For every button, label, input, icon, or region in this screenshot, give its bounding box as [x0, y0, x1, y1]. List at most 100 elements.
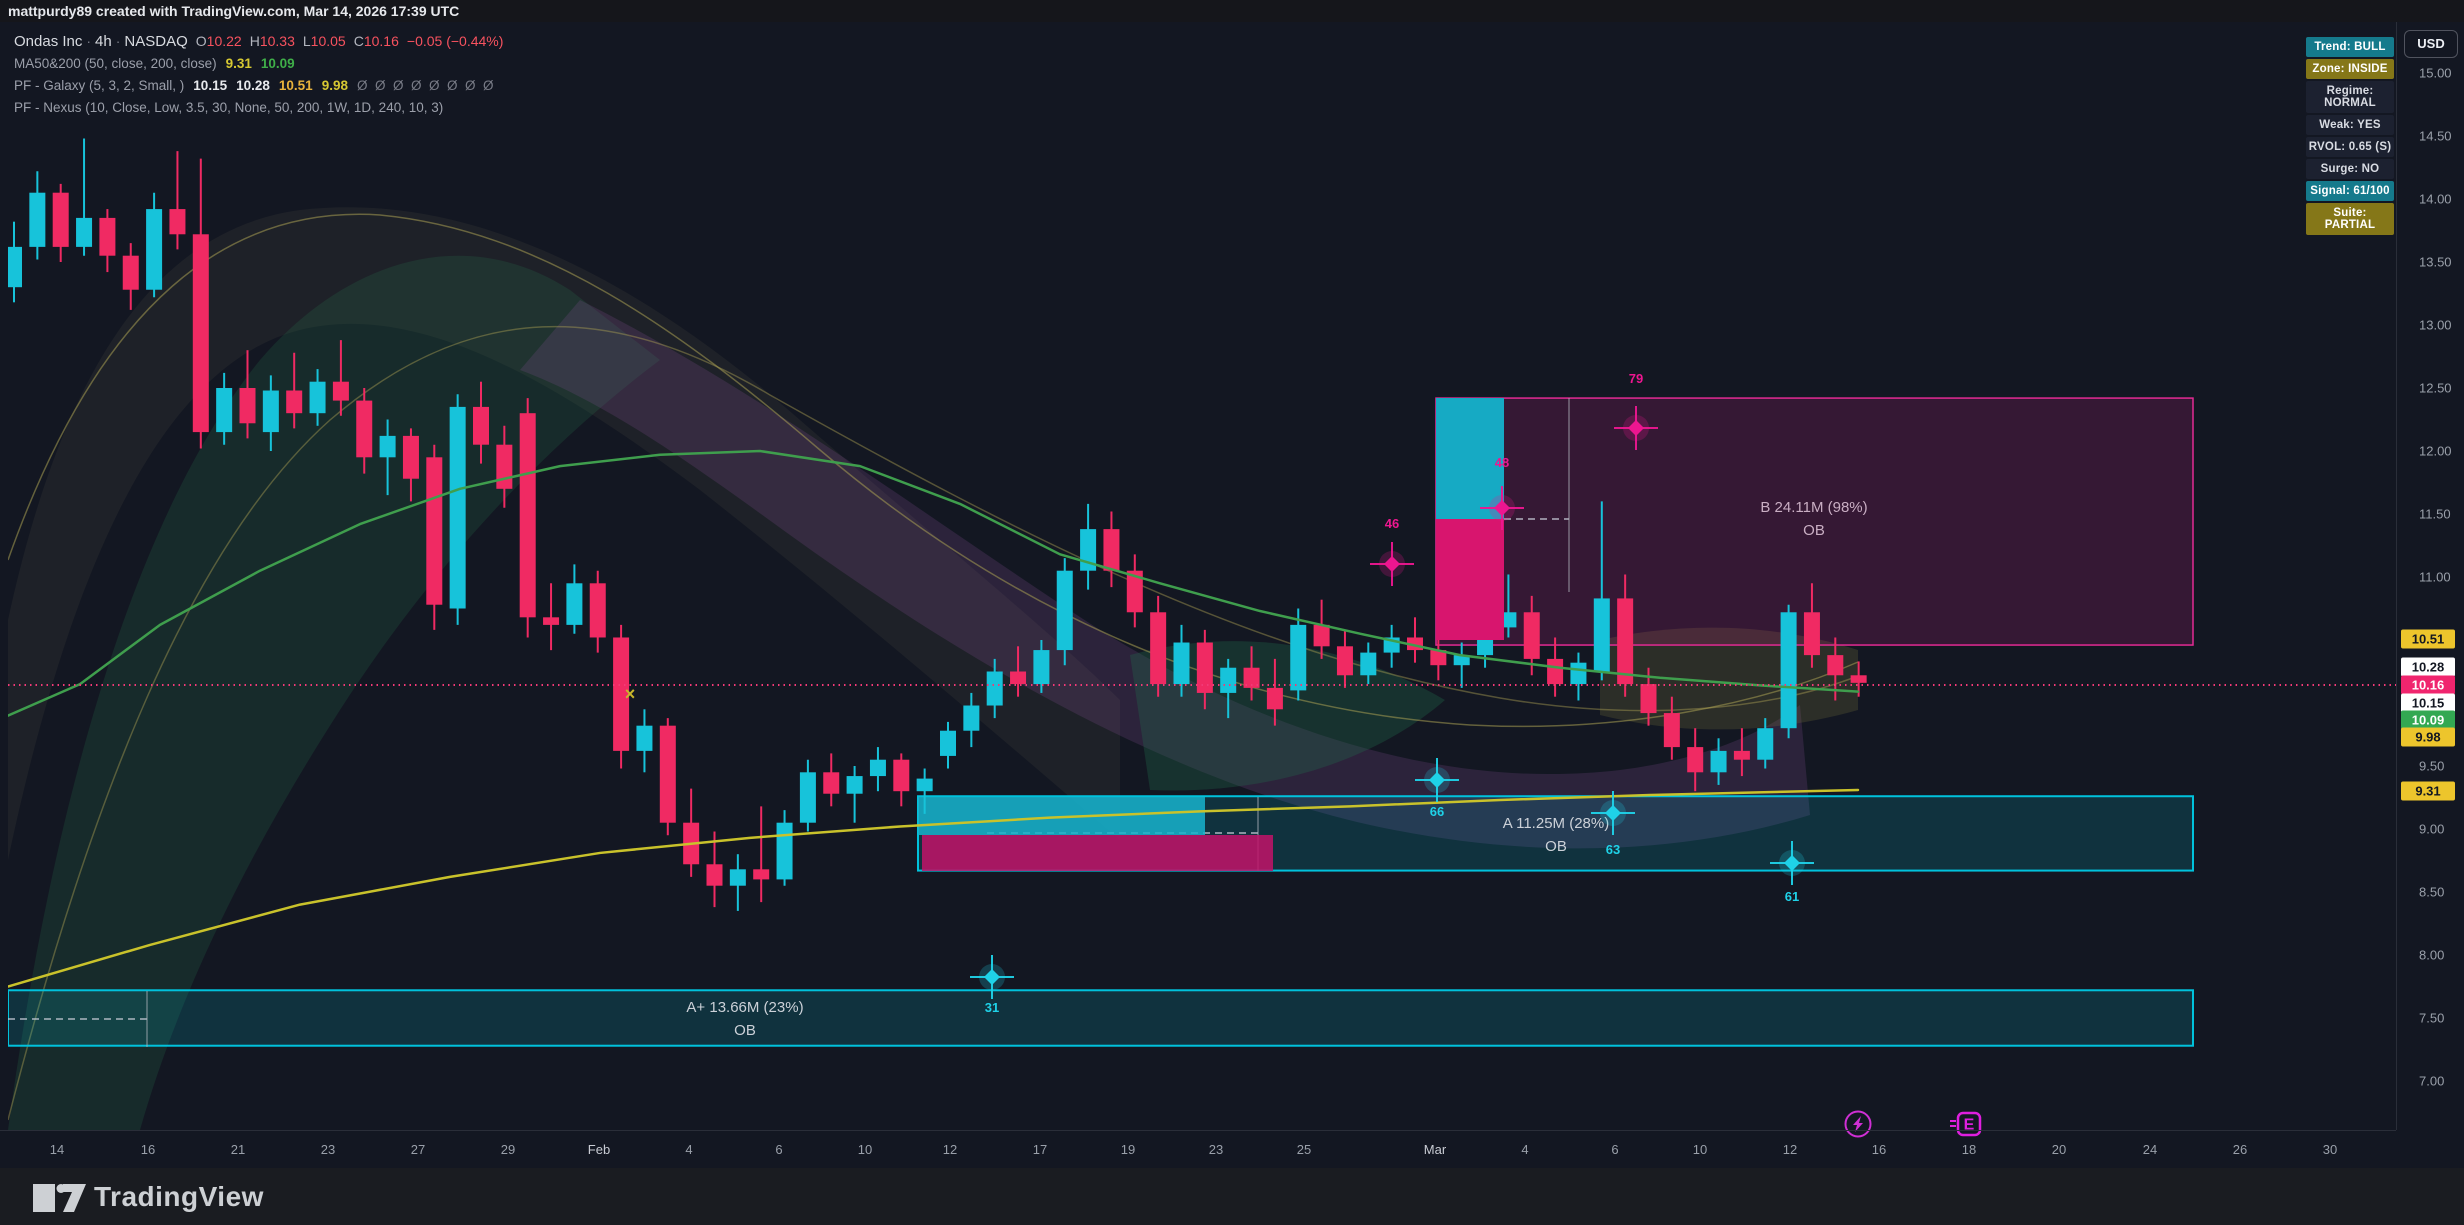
lightning-event-icon[interactable]: [1844, 1110, 1872, 1138]
time-axis-label: 12: [1782, 1142, 1798, 1157]
time-axis-label: 12: [942, 1142, 958, 1157]
candle-body: [1547, 658, 1564, 685]
candle-body: [823, 772, 840, 794]
candle-body: [940, 730, 956, 756]
interval: 4h: [95, 33, 112, 50]
nexus-indicator-row[interactable]: PF - Nexus (10, Close, Low, 3.5, 30, Non…: [14, 96, 503, 118]
high-value: 10.33: [259, 33, 295, 49]
signal-marker: 46: [1370, 516, 1414, 586]
candle-body: [426, 457, 443, 605]
galaxy-ribbon-border: [8, 213, 1859, 728]
zone-sublabel: OB: [1803, 522, 1825, 539]
signal-marker: 79: [1614, 371, 1658, 450]
candle-body: [1313, 624, 1330, 647]
ma-indicator-row[interactable]: MA50&200 (50, close, 200, close) 9.31 10.0…: [14, 52, 503, 74]
zone-sublabel: OB: [734, 1022, 756, 1039]
candle-body: [262, 390, 279, 433]
time-axis-label: 17: [1032, 1142, 1048, 1157]
watermark: mattpurdy89 created with TradingView.com…: [0, 0, 2464, 22]
time-axis-label: 10: [1692, 1142, 1708, 1157]
candle-body: [1780, 612, 1797, 729]
candle-body: [1010, 671, 1027, 685]
price-tag: 10.28: [2401, 657, 2455, 677]
candle-body: [1570, 662, 1587, 685]
price-tag: 10.15: [2401, 693, 2455, 713]
candle-body: [1617, 598, 1634, 685]
price-axis-label: 14.50: [2419, 128, 2452, 144]
price-tag: 10.51: [2401, 629, 2455, 649]
price-axis-label: 8.50: [2419, 884, 2445, 900]
zone-sub-band: [922, 835, 1273, 871]
status-chip-weak: Weak: YES: [2306, 115, 2394, 135]
symbol-name: Ondas Inc: [14, 33, 83, 50]
status-chip-rvol: RVOL: 0.65 (S): [2306, 137, 2394, 157]
time-axis[interactable]: 14 16 21 23 27 29 Feb 4 6 10 12 17 19 23 25 Mar 4 6 10 12 16…: [0, 1130, 2396, 1169]
tradingview-logo-icon[interactable]: [30, 1177, 92, 1217]
indicator-legend: Ondas Inc · 4h · NASDAQ O10.22 H10.33 L10.05 C10…: [14, 30, 503, 118]
low-value: 10.05: [310, 33, 346, 49]
time-axis-label: 29: [500, 1142, 516, 1157]
open-value: 10.22: [206, 33, 242, 49]
candle-body: [776, 822, 793, 880]
high-label: H: [249, 33, 260, 49]
ma50-value: 9.31: [225, 56, 252, 71]
candle-body: [473, 406, 489, 445]
price-axis-label: 9.50: [2419, 758, 2445, 774]
candle-body: [1453, 655, 1470, 666]
earnings-event-icon[interactable]: E: [1950, 1111, 1982, 1137]
candle-body: [1757, 728, 1774, 760]
candle-body: [1430, 650, 1447, 666]
candle-body: [356, 400, 373, 458]
candle-body: [1336, 646, 1353, 676]
currency-toggle-button[interactable]: USD: [2404, 30, 2458, 58]
separator: ·: [86, 33, 92, 49]
candle-body: [543, 617, 560, 625]
candle-body: [449, 406, 466, 609]
candle-body: [1523, 612, 1540, 659]
candle-body: [239, 388, 256, 424]
ma200-line: [8, 449, 1860, 717]
footer-bar: TradingView: [0, 1168, 2464, 1225]
candle-body: [846, 776, 863, 794]
candle-body: [799, 772, 816, 823]
close-label: C: [353, 33, 364, 49]
galaxy-ribbon-border: [8, 325, 1859, 1121]
candle-body: [76, 217, 93, 247]
candle-body: [916, 778, 933, 792]
orderblock-zone-B: [1435, 397, 2194, 646]
candle-body: [589, 583, 606, 638]
candle-body: [216, 388, 233, 433]
time-axis-label: Feb: [587, 1142, 611, 1157]
time-axis-label: 21: [230, 1142, 246, 1157]
symbol-row[interactable]: Ondas Inc · 4h · NASDAQ O10.22 H10.33 L10.05 C10…: [14, 30, 503, 52]
brand-name[interactable]: TradingView: [94, 1181, 264, 1212]
time-axis-label: 6: [775, 1142, 783, 1157]
orderblock-zone-A-plus: [8, 989, 2194, 1047]
marker-score-label: 61: [1785, 889, 1799, 904]
price-tag: 10.09: [2401, 710, 2455, 730]
signal-marker: 66: [1415, 758, 1459, 819]
low-label: L: [302, 33, 311, 49]
candle-body: [8, 246, 22, 288]
candle-body: [1733, 750, 1750, 760]
candle-body: [1220, 667, 1237, 693]
candle-body: [1150, 612, 1167, 685]
separator: ·: [115, 33, 121, 49]
price-axis-label: 8.00: [2419, 947, 2445, 963]
galaxy-indicator-row[interactable]: PF - Galaxy (5, 3, 2, Small, ) 10.15 10.28…: [14, 74, 503, 96]
supply-box: [1436, 519, 1504, 640]
candle-body: [566, 583, 583, 625]
time-axis-label: 25: [1296, 1142, 1312, 1157]
candle-body: [402, 435, 419, 479]
galaxy-value-2: 10.28: [236, 78, 270, 93]
time-axis-label: 16: [1871, 1142, 1887, 1157]
nexus-indicator-name: PF - Nexus (10, Close, Low, 3.5, 30, Non…: [14, 100, 444, 115]
price-tag: 9.31: [2401, 781, 2455, 801]
price-axis[interactable]: 15.00 14.50 14.00 13.50 13.00 12.50 12.00 11.50…: [2396, 22, 2464, 1130]
zone-sublabel: OB: [1545, 838, 1567, 855]
candle-body: [519, 413, 536, 618]
candle-body: [1243, 667, 1260, 688]
marker-score-label: 48: [1495, 455, 1509, 470]
